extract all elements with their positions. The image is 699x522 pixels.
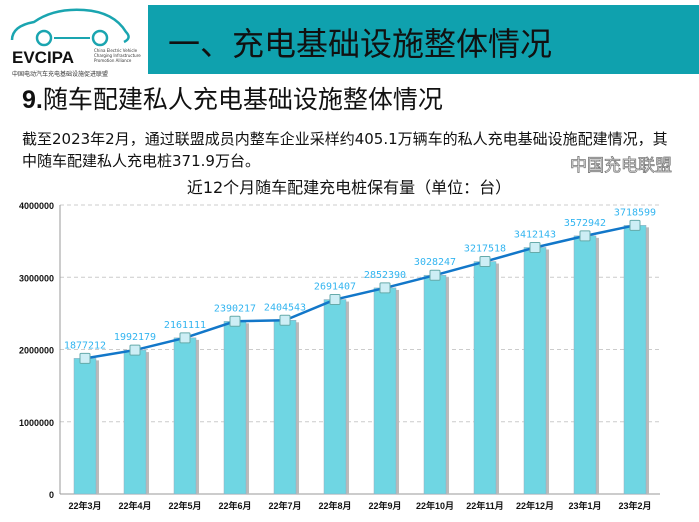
y-tick-label: 1000000 [19,418,54,428]
data-label: 3028247 [414,257,456,268]
data-label: 1877212 [64,340,106,351]
header-banner: 一、充电基础设施整体情况 [148,5,699,74]
data-point [379,282,391,294]
page-title: 一、充电基础设施整体情况 [168,25,553,63]
data-label: 2390217 [214,303,256,314]
bar [623,225,647,495]
description: 截至2023年2月，通过联盟成员内整车企业采样约405.1万辆车的私人充电基础设… [22,130,668,170]
data-point [479,256,491,268]
x-tick-label: 22年10月 [416,500,454,511]
section-heading: 9.随车配建私人充电基础设施整体情况 [22,85,443,114]
bar [423,274,447,495]
data-point [179,332,191,344]
x-tick-label: 22年8月 [318,500,351,511]
y-tick-label: 3000000 [19,273,54,283]
x-tick-label: 22年5月 [168,500,201,511]
bar [273,320,297,495]
data-label: 3217518 [464,244,506,255]
data-label: 2404543 [264,302,306,313]
data-point [579,230,591,242]
chart: 近12个月随车配建充电桩保有量（单位：台） 0 1000000 2000000 3000… [19,178,660,511]
y-tick-label: 2000000 [19,346,54,356]
data-point [329,294,341,306]
data-point [79,352,91,364]
bar [373,287,397,495]
x-tick-label: 22年4月 [118,500,151,511]
x-tick-label: 23年1月 [568,500,601,511]
x-tick-label: 22年11月 [466,500,504,511]
watermark: 中国充电联盟 [570,156,673,177]
evcipa-logo: EVCIPA China Electric Vehicle Charging I… [4,4,144,78]
x-tick-label: 22年6月 [218,500,251,511]
bar [323,299,347,495]
data-label: 3718599 [614,207,656,218]
data-point [429,269,441,281]
data-point [629,219,641,231]
x-tick-label: 22年12月 [516,500,554,511]
data-label: 1992179 [114,332,156,343]
data-point [229,315,241,327]
data-label: 3572942 [564,218,606,229]
y-tick-label: 4000000 [19,201,54,211]
car-plug-icon [10,8,130,47]
data-point [129,344,141,356]
bar [573,235,597,495]
x-tick-label: 23年2月 [618,500,651,511]
data-label: 2691407 [314,282,356,293]
y-tick-label: 0 [49,490,54,500]
bar [173,337,197,495]
bar [523,247,547,495]
x-tick-label: 22年9月 [368,500,401,511]
bar [223,321,247,495]
data-label: 3412143 [514,229,556,240]
x-tick-label: 22年3月 [68,500,101,511]
bar [123,349,147,495]
x-tick-label: 22年7月 [268,500,301,511]
series-line [84,224,636,360]
data-label: 2852390 [364,270,406,281]
data-point [529,241,541,253]
bar [73,358,97,495]
data-label: 2161111 [164,320,206,331]
data-point [279,314,291,326]
chart-title: 近12个月随车配建充电桩保有量（单位：台） [187,178,511,197]
bar [473,261,497,495]
